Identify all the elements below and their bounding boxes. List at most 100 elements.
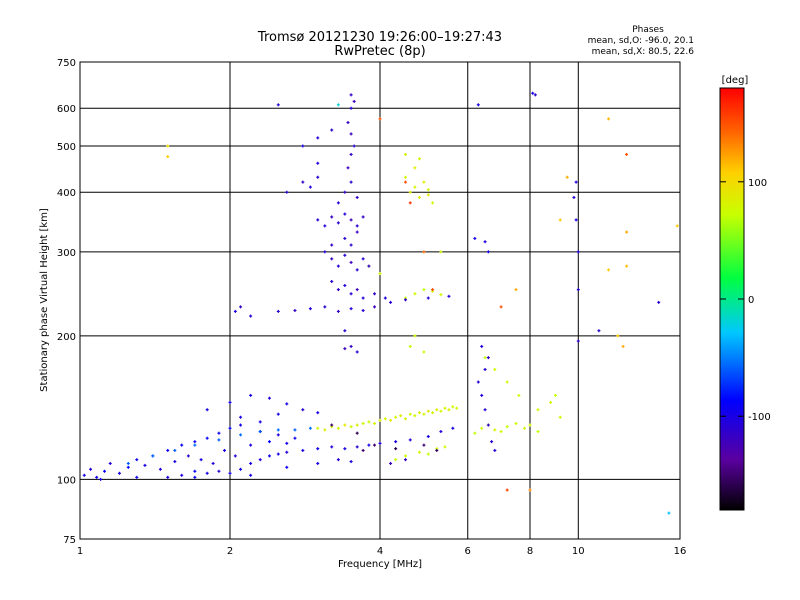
data-point xyxy=(355,195,359,199)
data-point xyxy=(239,423,243,427)
data-point xyxy=(576,250,580,254)
data-point xyxy=(389,461,393,465)
data-point xyxy=(625,230,629,234)
data-point xyxy=(135,475,139,479)
data-point xyxy=(316,461,320,465)
data-point xyxy=(276,433,280,437)
data-point xyxy=(239,467,243,471)
data-point xyxy=(258,430,262,434)
data-point xyxy=(574,180,578,184)
data-point xyxy=(126,461,130,465)
data-point xyxy=(443,445,447,449)
data-point xyxy=(413,414,417,418)
data-point xyxy=(276,428,280,432)
data-point xyxy=(166,448,170,452)
data-point xyxy=(361,448,365,452)
x-tick-label: 16 xyxy=(674,546,687,557)
data-point xyxy=(422,180,426,184)
data-point xyxy=(316,175,320,179)
data-point xyxy=(621,344,625,348)
data-point xyxy=(355,431,359,435)
data-point xyxy=(355,230,359,234)
data-point xyxy=(549,400,553,404)
data-point xyxy=(367,420,371,424)
x-axis-label: Frequency [MHz] xyxy=(338,559,422,570)
data-point xyxy=(403,417,407,421)
data-point xyxy=(343,236,347,240)
data-point xyxy=(336,309,340,313)
data-point xyxy=(443,406,447,410)
data-point xyxy=(403,298,407,302)
data-point xyxy=(408,438,412,442)
data-point xyxy=(276,309,280,313)
data-point xyxy=(625,152,629,156)
data-point xyxy=(447,408,451,412)
data-point xyxy=(355,224,359,228)
data-point xyxy=(330,128,334,132)
data-point xyxy=(408,201,412,205)
data-point xyxy=(355,350,359,354)
data-point xyxy=(576,339,580,343)
data-point xyxy=(316,136,320,140)
data-point xyxy=(349,152,353,156)
data-point xyxy=(408,344,412,348)
data-point xyxy=(285,465,289,469)
data-point xyxy=(403,175,407,179)
data-point xyxy=(426,193,430,197)
data-point xyxy=(383,417,387,421)
y-tick-label: 500 xyxy=(57,142,76,153)
data-point xyxy=(223,448,227,452)
data-point xyxy=(349,218,353,222)
data-point xyxy=(301,180,305,184)
data-point xyxy=(349,260,353,264)
data-point xyxy=(439,430,443,434)
data-point xyxy=(239,415,243,419)
data-point xyxy=(323,224,327,228)
x-tick-label: 6 xyxy=(465,546,471,557)
data-point xyxy=(373,443,377,447)
data-point xyxy=(607,117,611,121)
data-point xyxy=(349,344,353,348)
data-point xyxy=(514,288,518,292)
data-point xyxy=(343,190,347,194)
data-point xyxy=(447,294,451,298)
data-point xyxy=(435,408,439,412)
data-point xyxy=(343,212,347,216)
data-point xyxy=(343,253,347,257)
data-point xyxy=(316,218,320,222)
plot-frame xyxy=(79,61,681,540)
colorbar-tick-label: -100 xyxy=(748,412,771,423)
data-point xyxy=(267,454,271,458)
data-point xyxy=(205,408,209,412)
data-point xyxy=(399,414,403,418)
data-point xyxy=(536,408,540,412)
data-point xyxy=(408,412,412,416)
data-point xyxy=(239,433,243,437)
data-point xyxy=(403,454,407,458)
data-point xyxy=(476,103,480,107)
data-point xyxy=(349,180,353,184)
data-point xyxy=(480,344,484,348)
data-point xyxy=(276,103,280,107)
data-point xyxy=(483,240,487,244)
data-point xyxy=(373,305,377,309)
data-point xyxy=(103,469,107,473)
data-point xyxy=(349,307,353,311)
data-point xyxy=(217,431,221,435)
data-point xyxy=(505,380,509,384)
data-point xyxy=(413,334,417,338)
data-point xyxy=(343,423,347,427)
data-point xyxy=(228,400,232,404)
data-point xyxy=(166,155,170,159)
data-point xyxy=(301,448,305,452)
data-points xyxy=(82,91,679,515)
data-point xyxy=(99,477,103,481)
data-point xyxy=(403,180,407,184)
data-point xyxy=(505,488,509,492)
data-point xyxy=(336,288,340,292)
data-point xyxy=(249,473,253,477)
data-point xyxy=(217,438,221,442)
data-point xyxy=(439,409,443,413)
data-point xyxy=(293,428,297,432)
data-point xyxy=(361,308,365,312)
